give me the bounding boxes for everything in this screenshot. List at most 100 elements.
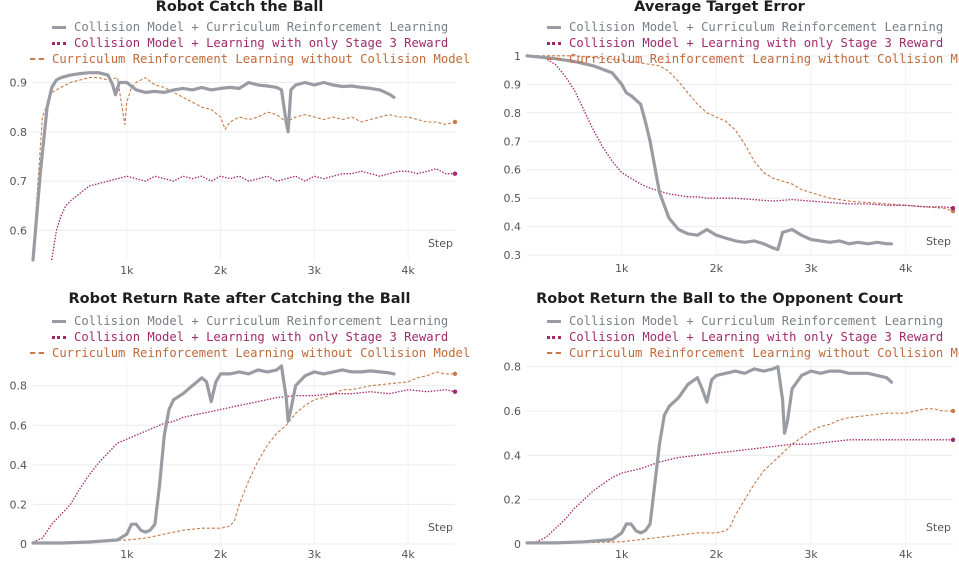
legend-label: Curriculum Reinforcement Learning withou… — [569, 52, 959, 66]
x-tick-label: 2k — [710, 548, 724, 561]
legend-item-no-collision[interactable]: Curriculum Reinforcement Learning withou… — [525, 51, 959, 67]
y-tick-label: 0.4 — [10, 459, 28, 472]
series-line-curriculum — [525, 54, 894, 252]
legend-swatch-solid — [547, 319, 561, 323]
legend-label: Collision Model + Learning with only Sta… — [74, 36, 449, 50]
y-tick-label: 1 — [514, 50, 521, 63]
y-tick-label: 0.6 — [504, 164, 522, 177]
legend-item-stage3[interactable]: Collision Model + Learning with only Sta… — [30, 329, 470, 345]
y-tick-label: 0.9 — [10, 77, 28, 90]
y-tick-label: 0.6 — [10, 419, 28, 432]
chart-legend: Collision Model + Curriculum Reinforceme… — [30, 313, 470, 361]
legend-item-curriculum[interactable]: Collision Model + Curriculum Reinforceme… — [525, 313, 959, 329]
series-line-stage3 — [32, 389, 456, 543]
chart-panel-return-rate: Robot Return Rate after Catching the Bal… — [0, 291, 479, 574]
series-end-marker-stage3 — [950, 205, 956, 211]
x-tick-label: 1k — [615, 548, 629, 561]
x-tick-label: 4k — [401, 548, 415, 561]
legend-swatch-dotted — [52, 335, 66, 339]
chart-panel-target-error: Average Target Error 0.3 0.4 0.5 0.6 0.7 0.8 0… — [480, 0, 959, 282]
legend-item-stage3[interactable]: Collision Model + Learning with only Sta… — [30, 35, 470, 51]
legend-item-curriculum[interactable]: Collision Model + Curriculum Reinforceme… — [30, 19, 470, 35]
legend-swatch-solid — [52, 319, 66, 323]
legend-label: Collision Model + Curriculum Reinforceme… — [74, 20, 449, 34]
legend-item-stage3[interactable]: Collision Model + Learning with only Sta… — [525, 35, 959, 51]
y-tick-label: 0.4 — [504, 449, 522, 462]
series-line-curriculum — [31, 364, 396, 545]
y-tick-label: 0.8 — [10, 380, 28, 393]
y-tick-label: 0.6 — [10, 224, 28, 237]
legend-item-no-collision[interactable]: Curriculum Reinforcement Learning withou… — [30, 345, 470, 361]
series-line-no-collision — [33, 371, 455, 543]
series-line-stage3 — [51, 168, 455, 261]
y-tick-label: 0.7 — [504, 135, 522, 148]
legend-swatch-dotted — [52, 41, 66, 45]
series-line-stage3 — [527, 55, 954, 209]
series-line-no-collision — [527, 55, 954, 212]
series-line-stage3 — [526, 439, 953, 544]
chart-plot: 0 0.2 0.4 0.6 0.8 1k 2k 3k 4k Step — [10, 362, 458, 561]
legend-label: Collision Model + Curriculum Reinforceme… — [569, 20, 944, 34]
x-tick-label: 4k — [401, 264, 415, 277]
chart-title: Average Target Error — [634, 0, 805, 15]
series-line-curriculum — [525, 365, 894, 545]
legend-swatch-solid — [547, 25, 561, 29]
series-line-no-collision — [527, 408, 953, 544]
x-tick-label: 2k — [214, 264, 228, 277]
legend-swatch-dashed — [30, 58, 44, 60]
legend-swatch-dotted — [547, 335, 561, 339]
legend-label: Curriculum Reinforcement Learning withou… — [52, 346, 471, 360]
legend-label: Curriculum Reinforcement Learning withou… — [52, 52, 471, 66]
y-tick-label: 0.6 — [504, 405, 522, 418]
legend-item-no-collision[interactable]: Curriculum Reinforcement Learning withou… — [525, 345, 959, 361]
legend-label: Collision Model + Learning with only Sta… — [74, 330, 449, 344]
x-axis-label: Step — [428, 521, 453, 534]
chart-legend: Collision Model + Curriculum Reinforceme… — [525, 313, 959, 361]
y-tick-label: 0.8 — [10, 126, 28, 139]
y-tick-label: 0.8 — [504, 107, 522, 120]
x-tick-label: 1k — [120, 264, 134, 277]
y-tick-label: 0.4 — [504, 221, 522, 234]
series-line-curriculum — [31, 71, 396, 262]
series-end-marker-stage3 — [950, 437, 956, 443]
legend-swatch-dashed — [547, 58, 561, 60]
legend-label: Curriculum Reinforcement Learning withou… — [569, 346, 959, 360]
chart-panel-opponent-court: Robot Return the Ball to the Opponent Co… — [480, 291, 959, 574]
x-tick-label: 4k — [899, 262, 913, 275]
legend-item-no-collision[interactable]: Curriculum Reinforcement Learning withou… — [30, 51, 470, 67]
x-axis-label: Step — [926, 235, 951, 248]
chart-title: Robot Return Rate after Catching the Bal… — [68, 291, 411, 307]
y-tick-label: 0.2 — [504, 494, 522, 507]
x-tick-label: 3k — [804, 548, 818, 561]
x-tick-label: 1k — [615, 262, 629, 275]
legend-swatch-dashed — [547, 352, 561, 354]
y-tick-label: 0 — [20, 538, 27, 551]
legend-swatch-dashed — [30, 352, 44, 354]
y-tick-label: 0.5 — [504, 192, 522, 205]
legend-label: Collision Model + Learning with only Sta… — [569, 330, 944, 344]
y-tick-label: 0.3 — [504, 249, 522, 262]
chart-plot: 0.6 0.7 0.8 0.9 1k 2k 3k 4k Step — [10, 48, 458, 277]
x-tick-label: 3k — [308, 264, 322, 277]
x-tick-label: 1k — [120, 548, 134, 561]
y-tick-label: 0 — [514, 538, 521, 551]
legend-swatch-dotted — [547, 41, 561, 45]
x-axis-label: Step — [428, 237, 453, 250]
x-tick-label: 3k — [308, 548, 322, 561]
legend-item-curriculum[interactable]: Collision Model + Curriculum Reinforceme… — [30, 313, 470, 329]
y-tick-label: 0.7 — [10, 175, 28, 188]
chart-plot: 0.3 0.4 0.5 0.6 0.7 0.8 0.9 1 1k 2k 3k 4k Step — [504, 50, 956, 275]
legend-item-stage3[interactable]: Collision Model + Learning with only Sta… — [525, 329, 959, 345]
chart-plot: 0 0.2 0.4 0.6 0.8 1k 2k 3k 4k Step — [504, 360, 956, 561]
legend-item-curriculum[interactable]: Collision Model + Curriculum Reinforceme… — [525, 19, 959, 35]
y-tick-label: 0.9 — [504, 78, 522, 91]
chart-title: Robot Catch the Ball — [155, 0, 324, 15]
legend-label: Collision Model + Curriculum Reinforceme… — [569, 314, 944, 328]
chart-panel-catch: Robot Catch the Ball 0.6 0.7 0.8 0.9 1k 2k 3k 4… — [0, 0, 479, 282]
y-tick-label: 0.2 — [10, 498, 28, 511]
series-end-marker-no-collision — [452, 371, 458, 377]
x-tick-label: 3k — [804, 262, 818, 275]
x-tick-label: 2k — [710, 262, 724, 275]
series-end-marker-stage3 — [452, 171, 458, 176]
series-line-no-collision — [32, 77, 456, 256]
